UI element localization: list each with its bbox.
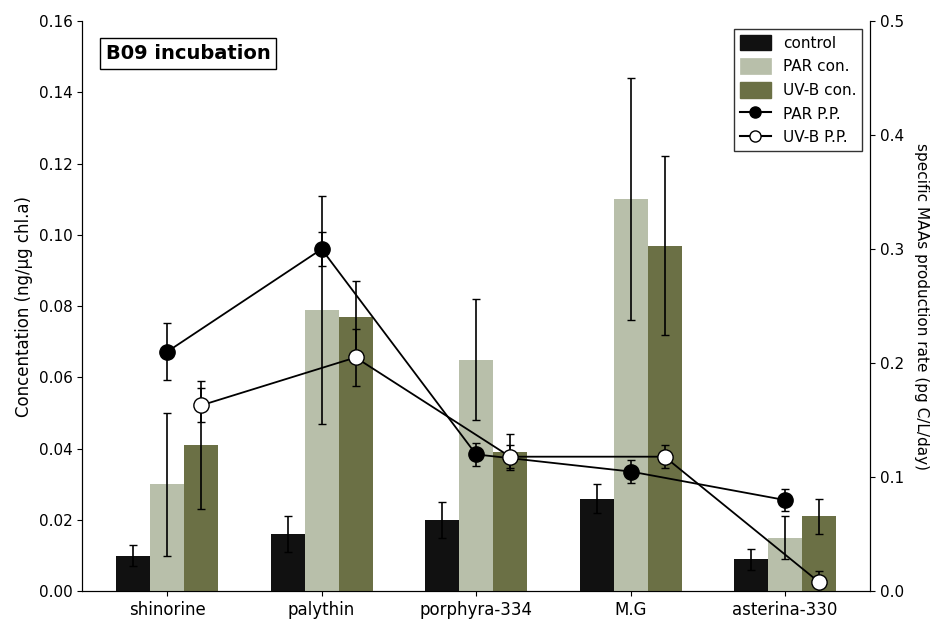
Text: B09 incubation: B09 incubation: [106, 44, 271, 63]
Bar: [768, 538, 802, 592]
Bar: [150, 484, 184, 592]
Bar: [339, 317, 373, 592]
Bar: [271, 534, 305, 592]
Bar: [734, 559, 768, 592]
Bar: [802, 517, 836, 592]
Bar: [648, 245, 682, 592]
Bar: [493, 452, 527, 592]
Y-axis label: specific MAAs production rate (pg C/L/day): specific MAAs production rate (pg C/L/da…: [914, 143, 929, 470]
Y-axis label: Concentation (ng/µg chl.a): Concentation (ng/µg chl.a): [15, 196, 33, 417]
Bar: [459, 359, 493, 592]
Bar: [116, 555, 150, 592]
Bar: [614, 199, 648, 592]
Bar: [184, 445, 218, 592]
Bar: [580, 498, 614, 592]
Bar: [305, 309, 339, 592]
Legend: control, PAR con., UV-B con., PAR P.P., UV-B P.P.: control, PAR con., UV-B con., PAR P.P., …: [733, 29, 863, 152]
Bar: [425, 520, 459, 592]
